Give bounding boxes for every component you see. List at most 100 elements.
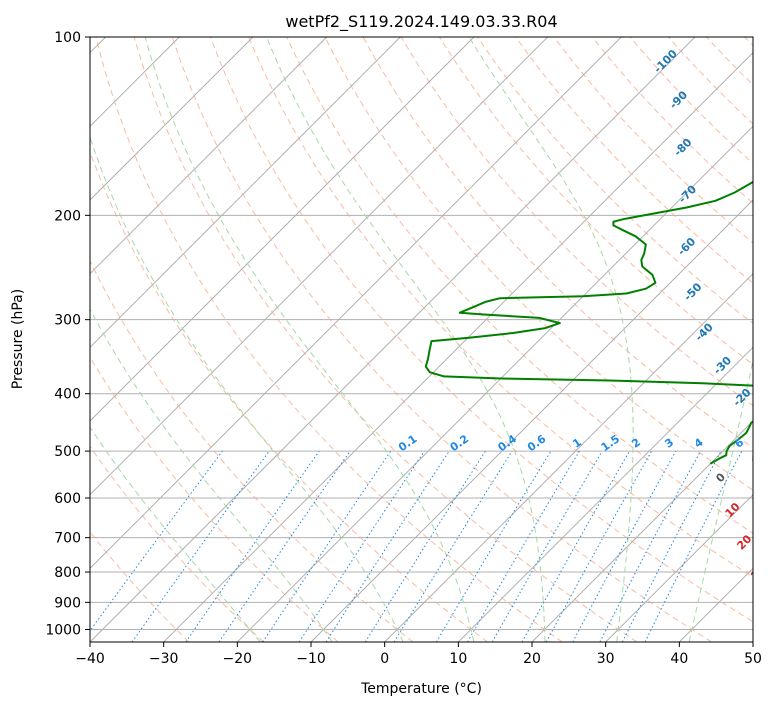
wetbulb-label: 20 [734, 532, 754, 552]
height-label: -90 [667, 88, 690, 111]
dry-adiabat-line [90, 356, 339, 642]
dry-adiabat-line [90, 531, 190, 642]
moist-adiabat-line [90, 426, 261, 642]
isotherm-line [90, 37, 328, 275]
isotherm-line [752, 641, 753, 642]
x-tick-label: −40 [75, 651, 105, 667]
mixing-ratio-line [262, 450, 392, 642]
mixing-ratio-line [435, 450, 552, 642]
mixing-ratio-label: 6 [732, 436, 746, 451]
moist-adiabat-line [266, 37, 546, 642]
dewpoint-series-line [424, 180, 753, 465]
mixing-ratio-line [90, 450, 223, 632]
mixing-ratio-line [393, 450, 513, 642]
y-tick-label: 300 [54, 313, 81, 329]
moist-adiabat-line [468, 37, 634, 642]
dry-adiabat-line [744, 37, 753, 47]
isotherm-line [90, 37, 549, 496]
plot-frame [89, 36, 754, 643]
dry-adiabat-line [90, 445, 264, 642]
mixing-ratio-line [545, 450, 653, 642]
height-label: -70 [676, 182, 699, 205]
dry-adiabat-line [90, 259, 414, 642]
x-tick-label: 0 [380, 651, 389, 667]
isotherm-line [90, 37, 622, 570]
y-tick-label: 600 [54, 491, 81, 507]
height-label: -10 [751, 416, 774, 439]
moist-adiabat-line [90, 308, 333, 642]
x-tick-label: 30 [597, 651, 615, 667]
y-tick-label: 500 [54, 444, 81, 460]
mixing-ratio-line [218, 450, 351, 642]
mixing-ratio-line [364, 450, 486, 642]
x-tick-label: 40 [670, 651, 688, 667]
dry-adiabat-line [591, 37, 753, 204]
chart-title: wetPf2_S119.2024.149.03.33.R04 [285, 12, 557, 32]
dry-adiabat-line [210, 37, 753, 623]
y-tick-label: 100 [54, 30, 81, 46]
y-axis-ticks: 1000 900 800 700 600 500 400 300 200 100 [45, 30, 90, 638]
moist-adiabat-line [90, 135, 404, 642]
wetbulb-label: 30 [748, 562, 768, 582]
dry-adiabat-line [668, 37, 753, 125]
dry-adiabat-line [248, 37, 753, 578]
x-tick-label: −20 [223, 651, 253, 667]
isotherm-line [384, 272, 753, 642]
isotherm-line [90, 37, 401, 349]
wetbulb-label: 40 [758, 594, 775, 614]
dry-adiabat-line [400, 37, 753, 407]
temperature-series-line [752, 445, 753, 462]
dry-adiabat-line [362, 37, 753, 449]
dry-adiabat-line [515, 37, 753, 284]
wetbulb-label: 10 [723, 500, 743, 520]
mixing-ratio-label: 1 [570, 436, 584, 451]
x-tick-label: −30 [149, 651, 179, 667]
mixing-ratio-label: 8 [758, 436, 772, 451]
height-label: -60 [675, 235, 698, 258]
x-tick-label: 10 [449, 651, 467, 667]
y-axis-label: Pressure (hPa) [10, 289, 26, 389]
isotherm-line [236, 125, 753, 642]
dry-adiabat-line [171, 37, 712, 642]
mixing-ratio-label: 3 [662, 436, 676, 451]
wetbulb-label: 0 [713, 470, 728, 485]
isotherm-line [90, 37, 475, 422]
moist-adiabat-line [144, 37, 475, 642]
isotherm-line [90, 37, 254, 201]
x-tick-label: 20 [523, 651, 541, 667]
y-tick-label: 1000 [45, 622, 81, 638]
mixing-ratio-line [491, 450, 603, 642]
mixing-ratio-line [325, 450, 450, 642]
height-label: -30 [711, 354, 734, 377]
y-tick-label: 800 [54, 565, 81, 581]
height-label: -40 [693, 320, 716, 343]
mixing-ratio-line [521, 450, 630, 642]
y-tick-label: 700 [54, 531, 81, 547]
mixing-ratio-line [298, 450, 425, 642]
isotherm-line [90, 37, 696, 642]
height-label: -80 [671, 135, 694, 158]
dry-adiabat-line [90, 150, 488, 642]
x-tick-label: 50 [744, 651, 762, 667]
mixing-ratio-line [131, 450, 270, 642]
dry-adiabat-line [133, 37, 638, 642]
isotherm-line [163, 51, 753, 642]
mixing-ratio-line [185, 450, 320, 642]
mixing-ratio-label: 2 [629, 436, 643, 451]
series-layer [424, 180, 753, 465]
y-tick-label: 900 [54, 595, 81, 611]
dry-adiabat-line [95, 37, 563, 642]
isotherm-line [457, 346, 753, 642]
height-label: -50 [681, 280, 704, 303]
mixing-ratio-line [467, 450, 580, 642]
height-label: -100 [651, 47, 680, 76]
isotherm-line [531, 420, 753, 642]
isotherm-line [605, 493, 753, 642]
dry-adiabat-line [324, 37, 753, 491]
x-tick-label: −10 [296, 651, 326, 667]
background-lines [90, 37, 753, 642]
x-axis-ticks: −40 −30 −20 −10 0 10 20 30 40 50 [75, 642, 762, 667]
mixing-ratio-line [572, 450, 677, 642]
moist-adiabat-line [688, 358, 753, 642]
